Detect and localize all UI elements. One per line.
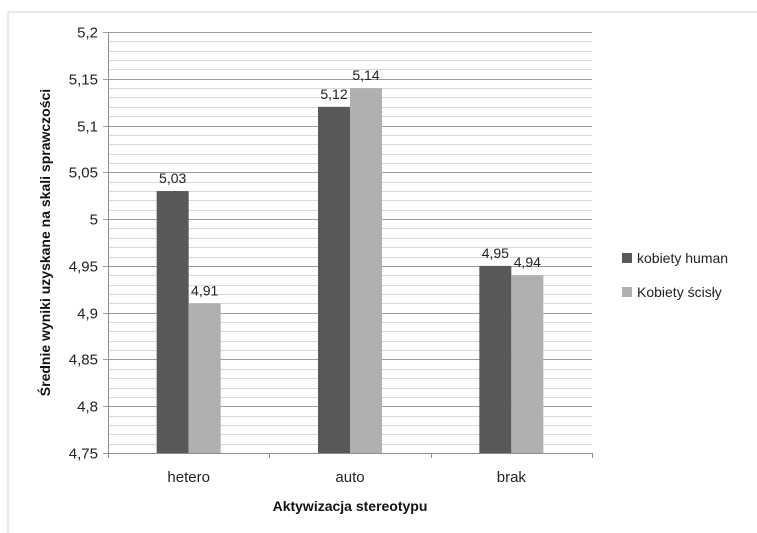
y-tick-label: 4,75	[69, 446, 98, 463]
axes: 4,75 4,8 4,85 4,9 4,95 5 5,05 5,1 5,15 5,2 hetero a…	[7, 11, 757, 533]
bar-brak-1	[479, 265, 512, 453]
legend-swatch	[622, 287, 632, 297]
y-tick-label: 5,1	[77, 119, 98, 136]
bar-auto-2	[350, 88, 382, 453]
legend: kobiety human Kobiety ścisły	[622, 250, 728, 300]
bars	[156, 88, 544, 454]
bar-hetero-2	[188, 303, 221, 453]
legend-label: Kobiety ścisły	[637, 284, 722, 300]
y-tick-label: 4,95	[69, 259, 98, 276]
y-tick-label: 4,8	[77, 399, 98, 416]
legend-label: kobiety human	[637, 250, 728, 266]
x-tick-label: auto	[335, 469, 364, 486]
bar-brak-2	[511, 275, 544, 453]
bar-hetero-1	[156, 191, 189, 454]
y-tick-label: 5,05	[69, 165, 98, 182]
bar-data-label: 5,03	[159, 170, 186, 186]
bar-data-label: 4,91	[191, 282, 218, 298]
y-tick-label: 4,9	[77, 306, 98, 323]
data-labels: 5,03 4,91 5,12 5,14 4,95 4,94	[159, 67, 541, 298]
x-tick-label: brak	[497, 469, 527, 486]
y-tick-label: 5,15	[69, 72, 98, 89]
bar-data-label: 5,14	[352, 67, 379, 83]
y-tick-label: 4,85	[69, 352, 98, 369]
legend-swatch	[622, 253, 632, 263]
bar-auto-1	[318, 106, 350, 453]
bar-data-label: 4,95	[482, 245, 509, 261]
y-tick-label: 5,2	[77, 25, 98, 42]
bar-data-label: 4,94	[514, 254, 541, 270]
bar-data-label: 5,12	[320, 86, 347, 102]
x-tick-label: hetero	[167, 469, 210, 486]
x-axis-title: Aktywizacja stereotypu	[273, 498, 428, 514]
y-axis-title: Średnie wyniki uzyskane na skali sprawcz…	[36, 89, 53, 396]
y-tick-label: 5	[90, 212, 98, 229]
